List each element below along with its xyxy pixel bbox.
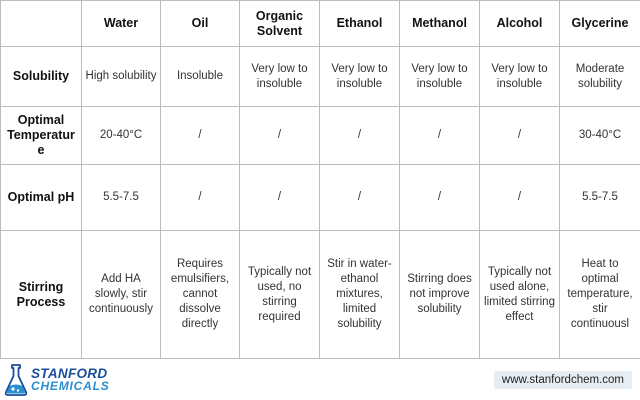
header-cell-glycerine: Glycerine [559, 0, 640, 47]
table-cell: / [479, 164, 560, 231]
row-label-solubility: Solubility [0, 46, 82, 107]
table-cell: / [399, 164, 480, 231]
table-cell: Insoluble [160, 46, 240, 107]
flask-icon [4, 363, 28, 397]
table-cell: / [239, 164, 320, 231]
header-cell-empty [0, 0, 82, 47]
table-cell: Heat to optimal temperature, stir contin… [559, 230, 640, 359]
table-cell: Stir in water-ethanol mixtures, limited … [319, 230, 400, 359]
table-header-row: Water Oil Organic Solvent Ethanol Methan… [0, 0, 640, 47]
website-link[interactable]: www.stanfordchem.com [493, 371, 632, 389]
table-cell: Very low to insoluble [319, 46, 400, 107]
table-cell: Add HA slowly, stir continuously [81, 230, 161, 359]
table-row-optimal-ph: Optimal pH 5.5-7.5 / / / / / 5.5-7.5 [0, 164, 640, 231]
table-cell: 5.5-7.5 [81, 164, 161, 231]
table-cell: / [160, 164, 240, 231]
table-cell: Requires emulsifiers, cannot dissolve di… [160, 230, 240, 359]
table-cell: 30-40°C [559, 106, 640, 165]
header-cell-oil: Oil [160, 0, 240, 47]
logo-line-stanford: STANFORD [31, 366, 108, 381]
table-cell: High solubility [81, 46, 161, 107]
table-row-stirring-process: Stirring Process Add HA slowly, stir con… [0, 230, 640, 359]
table-cell: / [319, 106, 400, 165]
footer: STANFORD CHEMICALS www.stanfordchem.com [0, 360, 640, 400]
table-cell: / [160, 106, 240, 165]
table-cell: Typically not used alone, limited stirri… [479, 230, 560, 359]
company-logo[interactable]: STANFORD CHEMICALS [4, 362, 110, 398]
logo-line-chemicals: CHEMICALS [31, 379, 110, 393]
table-cell: Typically not used, no stirring required [239, 230, 320, 359]
header-cell-organic-solvent: Organic Solvent [239, 0, 320, 47]
header-cell-water: Water [81, 0, 161, 47]
table-cell: / [399, 106, 480, 165]
table-cell: Very low to insoluble [239, 46, 320, 107]
header-cell-ethanol: Ethanol [319, 0, 400, 47]
table-cell: Very low to insoluble [479, 46, 560, 107]
row-label-stirring-process: Stirring Process [0, 230, 82, 359]
comparison-table: Water Oil Organic Solvent Ethanol Methan… [0, 0, 640, 359]
table-cell: Stirring does not improve solubility [399, 230, 480, 359]
table-cell: 20-40°C [81, 106, 161, 165]
table-row-solubility: Solubility High solubility Insoluble Ver… [0, 46, 640, 107]
table-cell: Very low to insoluble [399, 46, 480, 107]
table-cell: 5.5-7.5 [559, 164, 640, 231]
header-cell-methanol: Methanol [399, 0, 480, 47]
table-cell: / [479, 106, 560, 165]
table-row-optimal-temperature: Optimal Temperature 20-40°C / / / / / 30… [0, 106, 640, 165]
row-label-optimal-ph: Optimal pH [0, 164, 82, 231]
table-cell: Moderate solubility [559, 46, 640, 107]
logo-wordmark: STANFORD CHEMICALS [31, 366, 110, 393]
header-cell-alcohol: Alcohol [479, 0, 560, 47]
row-label-optimal-temperature: Optimal Temperature [0, 106, 82, 165]
table-cell: / [319, 164, 400, 231]
table-cell: / [239, 106, 320, 165]
